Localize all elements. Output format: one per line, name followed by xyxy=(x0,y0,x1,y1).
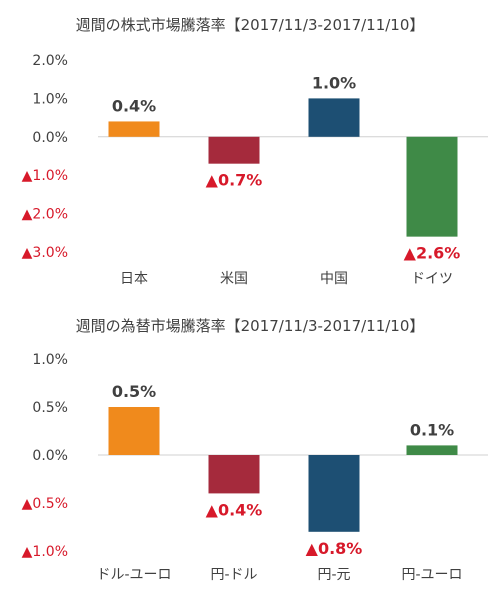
data-label: 0.4% xyxy=(112,96,156,115)
bar xyxy=(406,445,458,455)
bar xyxy=(208,136,260,164)
y-tick-label: ▲3.0% xyxy=(22,245,68,261)
data-label: 0.5% xyxy=(112,382,156,401)
y-tick-label: 2.0% xyxy=(32,53,68,69)
chart-1: 週間の株式市場騰落率【2017/11/3-2017/11/10】 2.0% 1.0%… xyxy=(22,16,488,287)
y-tick-label: 0.0% xyxy=(32,130,68,146)
bar xyxy=(108,121,160,137)
x-tick-label: 円-ユーロ xyxy=(401,567,462,583)
x-tick-label: 円-ドル xyxy=(210,567,257,583)
bar xyxy=(208,455,260,494)
x-tick-label: 中国 xyxy=(320,271,348,287)
bar xyxy=(108,407,160,455)
x-tick-label: ドル-ユーロ xyxy=(96,567,171,583)
chart-title: 週間の為替市場騰落率【2017/11/3-2017/11/10】 xyxy=(76,317,425,335)
y-tick-label: ▲1.0% xyxy=(22,168,68,184)
y-tick-label: ▲0.5% xyxy=(22,496,68,512)
y-tick-label: 0.5% xyxy=(32,400,68,416)
y-tick-label: ▲1.0% xyxy=(22,544,68,560)
data-label: ▲0.8% xyxy=(306,539,363,558)
data-label: ▲0.4% xyxy=(206,500,263,519)
y-tick-label: ▲2.0% xyxy=(22,207,68,223)
x-tick-label: 日本 xyxy=(120,271,148,287)
bar xyxy=(406,136,458,237)
x-tick-label: ドイツ xyxy=(411,271,453,287)
x-tick-label: 円-元 xyxy=(317,567,350,583)
y-tick-label: 0.0% xyxy=(32,448,68,464)
data-label: ▲0.7% xyxy=(206,171,263,190)
y-tick-label: 1.0% xyxy=(32,352,68,368)
data-label: 1.0% xyxy=(312,73,356,92)
data-label: 0.1% xyxy=(410,420,454,439)
chart-title: 週間の株式市場騰落率【2017/11/3-2017/11/10】 xyxy=(76,16,425,34)
x-tick-label: 米国 xyxy=(220,271,248,287)
chart-2: 週間の為替市場騰落率【2017/11/3-2017/11/10】 1.0% 0.5%… xyxy=(22,317,488,583)
data-label: ▲2.6% xyxy=(404,244,461,263)
bar xyxy=(308,455,360,532)
bar xyxy=(308,98,360,137)
y-tick-label: 1.0% xyxy=(32,91,68,107)
